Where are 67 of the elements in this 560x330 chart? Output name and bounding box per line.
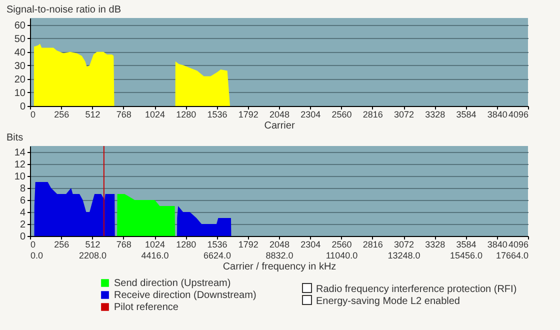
y-tick-label: 14 <box>14 148 26 158</box>
x-tick-label: 3072 <box>394 110 414 120</box>
x-tick-label: 3840 <box>487 110 508 120</box>
y-tick-label: 10 <box>14 88 26 99</box>
x-tick-label: 0 <box>30 240 36 250</box>
x-tick-label: 1024 <box>144 240 166 250</box>
y-tick-label: 40 <box>14 47 26 58</box>
x-tick-label: 2304 <box>300 240 321 250</box>
x-tick-label: 3584 <box>456 110 476 120</box>
x2-tick-label: 2208.0 <box>78 250 107 260</box>
x-tick-label: 0 <box>30 110 36 120</box>
x-axis-title: Carrier / frequency in kHz <box>222 262 336 272</box>
x-tick-label: 3584 <box>456 240 476 250</box>
y-tick-label: 0 <box>20 232 26 242</box>
x-tick-label: 1024 <box>144 110 166 120</box>
x2-tick-label: 15456.0 <box>450 250 483 260</box>
x-tick-label: 1280 <box>176 110 196 120</box>
y-tick-label: 50 <box>14 34 26 45</box>
x-tick-label: 2816 <box>362 240 383 250</box>
legend-label: Pilot reference <box>114 302 179 313</box>
y-tick-label: 8 <box>20 184 26 194</box>
x2-tick-label: 8832.0 <box>266 250 294 260</box>
x-tick-label: 4096 <box>508 110 528 120</box>
y-tick-label: 10 <box>14 172 26 182</box>
text: Radio frequency interference protection (RFI) <box>315 283 517 296</box>
x-tick-label: 4096 <box>508 240 528 250</box>
x-tick-label: 2816 <box>362 110 383 120</box>
x-tick-label: 2560 <box>332 110 352 120</box>
x-tick-label: 1536 <box>207 110 228 120</box>
x-tick-label: 768 <box>116 240 132 250</box>
x-tick-label: 2304 <box>300 110 321 120</box>
x-tick-label: 3072 <box>394 240 414 250</box>
y-tick-label: 0 <box>20 102 26 112</box>
x-tick-label: 256 <box>54 110 70 120</box>
legend-label: Receive direction (Downstream) <box>114 290 256 301</box>
y-tick-label: 20 <box>14 74 26 86</box>
x-tick-label: 1792 <box>238 240 258 250</box>
x2-tick-label: 11040.0 <box>326 250 358 260</box>
x2-tick-label: 0.0 <box>30 250 44 260</box>
y-tick-label: 4 <box>20 208 26 218</box>
x-tick-label: 256 <box>54 240 70 250</box>
y-axis-title: Signal-to-noise ratio in dB <box>6 4 122 16</box>
y-tick-label: 6 <box>20 196 26 206</box>
x-tick-label: 2048 <box>269 240 290 250</box>
text: Energy-saving Mode L2 enabled <box>315 295 460 308</box>
x-tick-label: 3328 <box>425 240 446 250</box>
x2-tick-label: 13248.0 <box>388 250 420 260</box>
x-tick-label: 2560 <box>332 240 352 250</box>
y-axis-title: Bits <box>6 132 24 144</box>
legend-label: Send direction (Upstream) <box>114 278 231 289</box>
y-tick-label: 2 <box>20 220 26 230</box>
x-tick-label: 3840 <box>487 240 508 250</box>
x-tick-label: 2048 <box>269 110 290 120</box>
x-tick-label: 3328 <box>425 110 446 120</box>
y-tick-label: 12 <box>14 160 26 170</box>
x2-tick-label: 17664.0 <box>496 250 528 260</box>
x-tick-label: 768 <box>116 110 132 120</box>
x-tick-label: 1536 <box>207 240 228 250</box>
x-tick-label: 1792 <box>238 110 258 120</box>
y-tick-label: 60 <box>14 20 26 32</box>
x-tick-label: 512 <box>85 110 100 120</box>
x-tick-label: 1280 <box>176 240 196 250</box>
x2-tick-label: 4416.0 <box>141 250 169 260</box>
x-axis-title: Carrier <box>264 120 296 132</box>
x-tick-label: 512 <box>85 240 100 250</box>
x2-tick-label: 6624.0 <box>203 250 232 260</box>
y-tick-label: 30 <box>14 60 26 72</box>
